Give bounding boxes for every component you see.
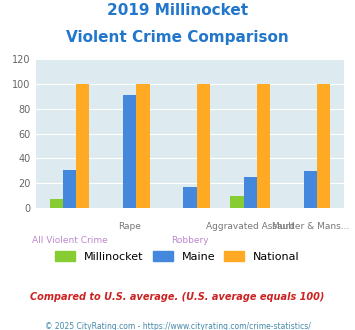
Text: Compared to U.S. average. (U.S. average equals 100): Compared to U.S. average. (U.S. average … xyxy=(30,292,325,302)
Bar xyxy=(230,195,244,208)
Legend: Millinocket, Maine, National: Millinocket, Maine, National xyxy=(51,247,304,267)
Bar xyxy=(317,84,330,208)
Text: 2019 Millinocket: 2019 Millinocket xyxy=(107,3,248,18)
Text: Rape: Rape xyxy=(118,222,141,231)
Bar xyxy=(123,95,136,208)
Text: Violent Crime Comparison: Violent Crime Comparison xyxy=(66,30,289,45)
Text: Robbery: Robbery xyxy=(171,236,209,245)
Text: Aggravated Assault: Aggravated Assault xyxy=(206,222,294,231)
Text: © 2025 CityRating.com - https://www.cityrating.com/crime-statistics/: © 2025 CityRating.com - https://www.city… xyxy=(45,322,310,330)
Bar xyxy=(76,84,89,208)
Bar xyxy=(197,84,210,208)
Bar xyxy=(50,199,63,208)
Bar xyxy=(63,170,76,208)
Bar xyxy=(257,84,270,208)
Bar xyxy=(304,171,317,208)
Bar xyxy=(136,84,149,208)
Text: Murder & Mans...: Murder & Mans... xyxy=(272,222,349,231)
Bar xyxy=(244,177,257,208)
Bar xyxy=(183,187,197,208)
Text: All Violent Crime: All Violent Crime xyxy=(32,236,107,245)
